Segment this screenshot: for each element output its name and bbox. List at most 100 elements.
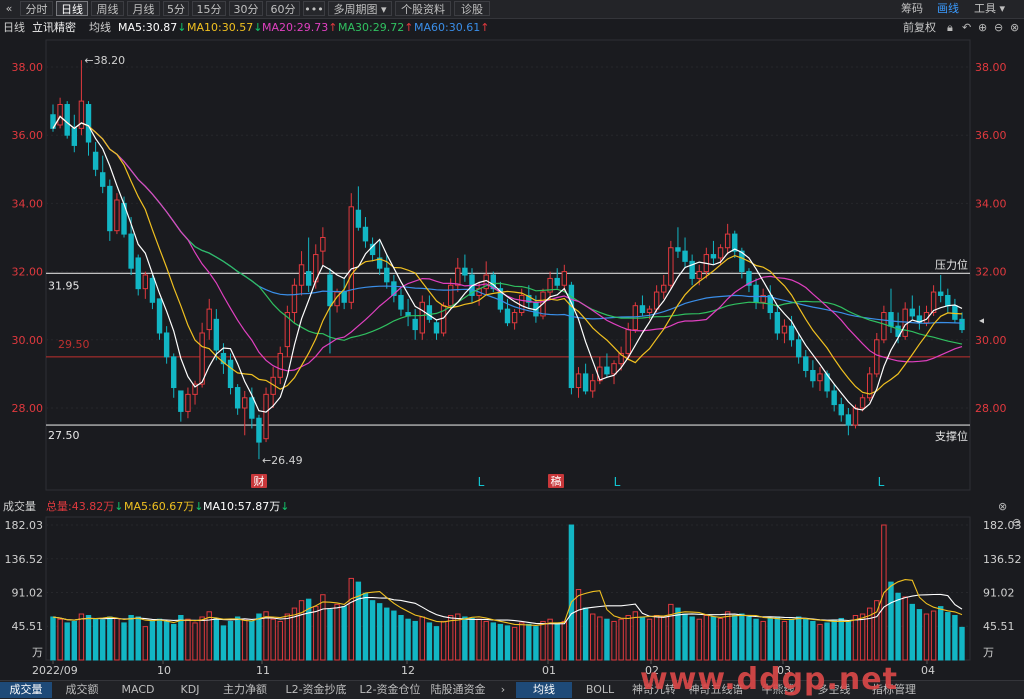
indicator-tab-3[interactable]: KDJ: [180, 683, 200, 696]
tab-0[interactable]: 分时: [20, 1, 53, 16]
tab-8[interactable]: •••: [303, 1, 325, 16]
candle-body: [668, 247, 674, 286]
tab-1[interactable]: 日线: [56, 1, 88, 16]
price-tick-right: 34.00: [975, 197, 1007, 210]
candle-body: [859, 397, 866, 409]
candle-body: [348, 206, 354, 303]
volume-bar: [732, 615, 738, 661]
tab-2[interactable]: 周线: [91, 1, 124, 16]
indicator-tab-11[interactable]: 神奇九转: [632, 683, 676, 696]
high-marker: ←38.20: [84, 54, 125, 67]
draw-line-button[interactable]: 画线: [937, 2, 959, 15]
candle-body: [192, 383, 198, 395]
tab-9[interactable]: 多周期图 ▾: [328, 1, 392, 16]
ma20-value: MA20:29.73↑: [262, 21, 338, 34]
candle-body: [803, 356, 809, 371]
candle-body: [455, 267, 461, 286]
candle-body: [57, 104, 63, 126]
volume-bar: [270, 618, 276, 661]
volume-bar: [213, 617, 220, 661]
zoom-out-icon[interactable]: ⊖: [994, 21, 1004, 34]
volume-bar: [526, 623, 532, 661]
indicator-tab-9[interactable]: 均线: [516, 682, 572, 698]
indicator-tab-1[interactable]: 成交额: [65, 683, 99, 696]
close-icon[interactable]: ⊗: [1010, 21, 1020, 34]
ma20-line: [52, 115, 963, 372]
volume-bar: [320, 594, 326, 661]
volume-bar: [895, 592, 901, 661]
candle-body: [519, 294, 525, 314]
chips-button[interactable]: 筹码: [901, 2, 923, 15]
indicator-tab-0[interactable]: 成交量: [0, 682, 52, 698]
volume-bar: [171, 623, 177, 661]
volume-bar: [100, 619, 106, 661]
price-tick-right: 38.00: [975, 61, 1007, 74]
volume-zoom-icon[interactable]: ⊖: [1012, 516, 1022, 529]
volume-bar: [781, 620, 788, 661]
volume-unit: 万: [983, 646, 994, 659]
indicator-tab-15[interactable]: 指标管理: [872, 683, 916, 696]
candle-body: [277, 352, 283, 378]
volume-bar: [369, 600, 376, 661]
ma30-line: [52, 115, 963, 345]
tab-6[interactable]: 30分: [229, 1, 263, 16]
volume-close-icon[interactable]: ⊗: [998, 500, 1008, 513]
support-label: 支撑位: [935, 429, 968, 443]
candle-body: [561, 271, 568, 286]
tab-5[interactable]: 15分: [192, 1, 226, 16]
volume-ma10: MA10:57.87万↓: [203, 500, 290, 513]
zoom-in-icon[interactable]: ⊕: [978, 21, 988, 34]
indicator-tab-6[interactable]: L2-资金仓位: [359, 683, 421, 696]
indicator-tab-14[interactable]: 多空线: [817, 683, 851, 696]
candle-body: [604, 366, 610, 375]
tab-10[interactable]: 个股资料: [395, 1, 451, 16]
candle-body: [952, 305, 958, 320]
volume-bar: [483, 620, 489, 661]
indicator-tab-2[interactable]: MACD: [121, 683, 155, 696]
volume-title: 成交量: [3, 500, 36, 513]
tab-7[interactable]: 60分: [266, 1, 300, 16]
lock-icon[interactable]: 🔒︎: [947, 21, 953, 34]
x-label: 03: [777, 664, 791, 677]
volume-bar: [774, 616, 781, 661]
undo-icon[interactable]: ↶: [962, 21, 972, 34]
volume-bar: [511, 626, 518, 661]
indicator-tab-7[interactable]: 陆股通资金: [430, 683, 486, 696]
indicator-tab-5[interactable]: L2-资金抄底: [285, 683, 347, 696]
volume-bar: [298, 600, 305, 661]
candle-body: [412, 318, 418, 331]
tab-11[interactable]: 诊股: [454, 1, 490, 16]
adjust-select[interactable]: 前复权: [903, 21, 936, 34]
indicator-tab-12[interactable]: 神奇五线谱: [688, 683, 744, 696]
avg-label[interactable]: 均线: [89, 21, 111, 34]
volume-bar: [874, 600, 880, 661]
indicator-tab-8[interactable]: ›: [500, 683, 506, 696]
volume-bar: [199, 616, 205, 661]
candle-body: [462, 267, 468, 276]
tools-button[interactable]: 工具 ▾: [974, 2, 1006, 15]
tab-4[interactable]: 5分: [163, 1, 189, 16]
candle-body: [142, 274, 149, 290]
volume-bar: [739, 613, 745, 661]
volume-bar: [604, 618, 610, 661]
candle-body: [242, 397, 248, 409]
volume-bar: [462, 616, 468, 661]
support-value: 27.50: [48, 429, 80, 442]
back-icon[interactable]: «: [5, 2, 13, 15]
indicator-tab-10[interactable]: BOLL: [585, 683, 615, 696]
x-label: 11: [256, 664, 270, 677]
candle-body: [717, 247, 724, 259]
indicator-tab-4[interactable]: 主力净额: [223, 683, 267, 696]
volume-bar: [959, 626, 965, 661]
indicator-tab-13[interactable]: 牛熊线: [761, 683, 795, 696]
tab-3[interactable]: 月线: [127, 1, 160, 16]
volume-bar: [859, 613, 866, 661]
volume-bar: [163, 620, 170, 661]
candle-body: [341, 291, 347, 303]
volume-bar: [902, 596, 908, 661]
price-tick-left: 38.00: [12, 61, 44, 74]
candle-body: [384, 267, 390, 283]
candle-body: [852, 407, 859, 426]
volume-bar: [945, 612, 951, 661]
